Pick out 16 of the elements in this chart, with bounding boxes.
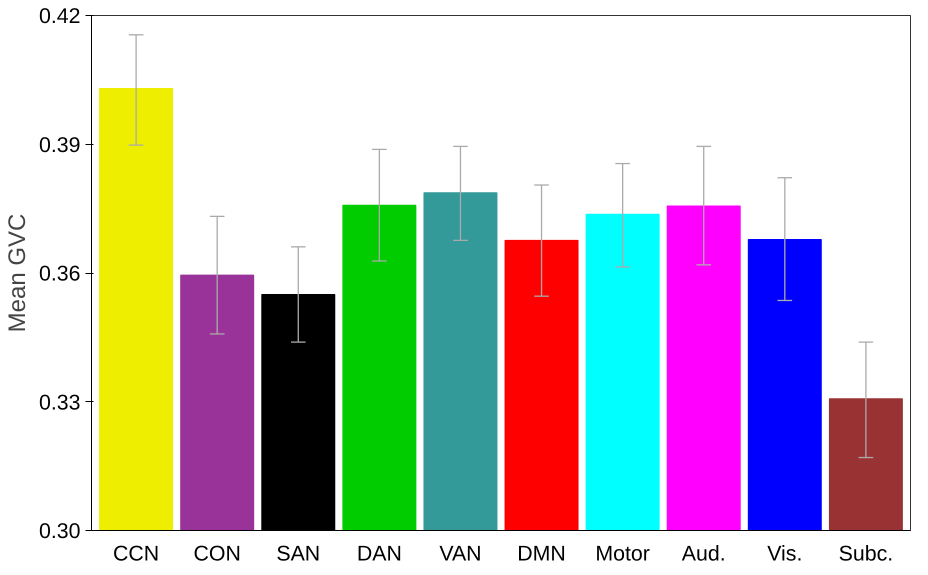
x-tick-label: SAN (276, 542, 320, 566)
y-tick-label: 0.39 (38, 132, 81, 157)
y-tick-label: 0.36 (38, 262, 81, 286)
x-tick-label: CCN (112, 542, 160, 566)
y-axis-title: Mean GVC (4, 214, 31, 332)
x-tick-label: CON (193, 542, 241, 566)
y-tick-label: 0.33 (38, 390, 81, 414)
x-tick-label: Aud. (682, 542, 726, 566)
x-tick-label: DAN (356, 542, 402, 566)
x-tick-label: Vis. (767, 542, 802, 566)
x-tick-label: Motor (595, 542, 650, 566)
x-tick-label: VAN (439, 542, 482, 566)
y-tick-label: 0.30 (38, 519, 81, 543)
x-tick-label: Subc. (838, 542, 894, 566)
y-tick-label: 0.42 (38, 4, 81, 28)
x-tick-label: DMN (517, 542, 566, 566)
